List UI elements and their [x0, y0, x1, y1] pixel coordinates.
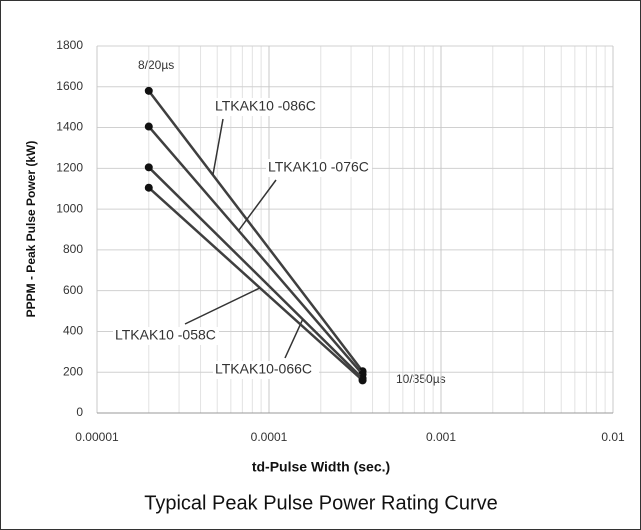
- x-tick-label: 0.0001: [251, 430, 288, 444]
- y-tick-label: 1400: [56, 120, 83, 134]
- annotation: 10/350µs: [396, 372, 446, 386]
- point: [144, 183, 153, 192]
- series-label: LTKAK10 -076C: [268, 159, 369, 175]
- point: [144, 122, 153, 131]
- y-tick-label: 1800: [56, 38, 83, 52]
- series-label: LTKAK10 -086C: [215, 98, 316, 114]
- leader-line: [212, 118, 224, 176]
- series-line: [147, 125, 364, 376]
- y-axis-label: PPPM - Peak Pulse Power (kW): [24, 141, 38, 318]
- leader-line: [184, 287, 261, 325]
- label-bg: [213, 98, 319, 116]
- label-bg: [213, 361, 319, 379]
- y-tick-label: 0: [76, 405, 83, 419]
- y-tick-label: 400: [63, 324, 83, 338]
- y-tick-label: 600: [63, 283, 83, 297]
- x-axis-label: td-Pulse Width (sec.): [252, 459, 390, 475]
- annotation: 8/20µs: [138, 58, 174, 72]
- y-tick-label: 800: [63, 242, 83, 256]
- y-tick-label: 1000: [56, 201, 83, 215]
- leader-line: [237, 179, 277, 232]
- series-line: [147, 166, 364, 380]
- series-line: [147, 90, 364, 372]
- y-tick-label: 200: [63, 364, 83, 378]
- y-tick-label: 1200: [56, 161, 83, 175]
- label-bg: [266, 159, 372, 177]
- x-tick-label: 0.00001: [75, 430, 119, 444]
- series-line: [147, 186, 364, 382]
- point: [358, 376, 367, 385]
- series-label: LTKAK10-066C: [215, 361, 312, 377]
- y-tick-label: 1600: [56, 79, 83, 93]
- point: [144, 86, 153, 95]
- x-tick-label: 0.01: [601, 430, 625, 444]
- leader-line: [284, 318, 304, 359]
- point: [144, 163, 153, 172]
- caption: Typical Peak Pulse Power Rating Curve: [144, 492, 498, 514]
- x-tick-label: 0.001: [426, 430, 456, 444]
- label-bg: [113, 327, 219, 345]
- series-label: LTKAK10 -058C: [115, 327, 216, 343]
